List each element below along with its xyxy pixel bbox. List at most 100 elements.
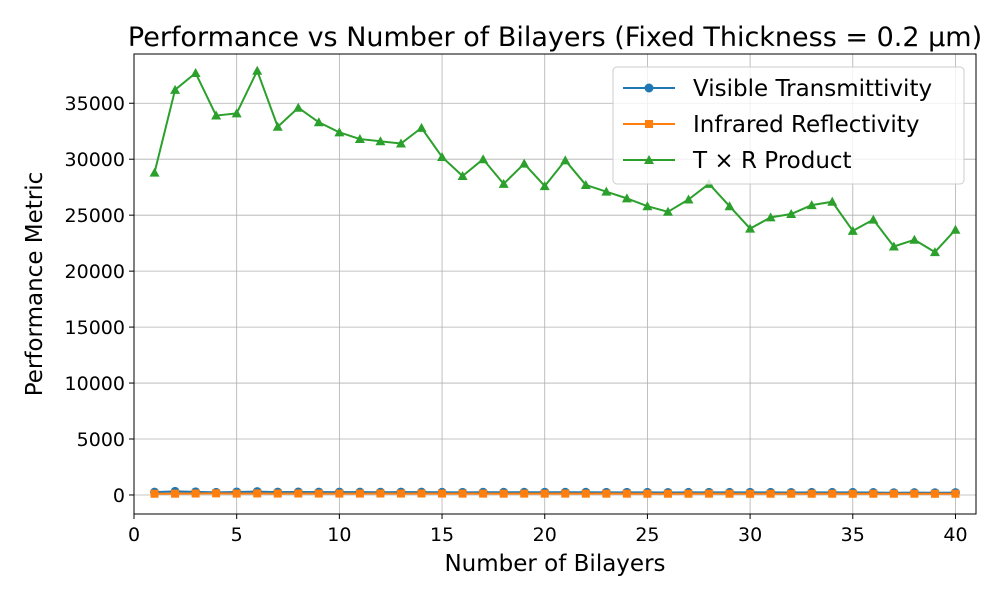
data-point <box>643 489 652 498</box>
data-point <box>642 201 653 211</box>
data-point <box>889 489 898 498</box>
x-tick-label: 0 <box>128 524 140 546</box>
data-point <box>560 155 571 165</box>
series-layer <box>149 65 961 498</box>
data-point <box>375 136 386 146</box>
legend-label: Infrared Reflectivity <box>693 112 919 138</box>
data-point <box>746 489 755 498</box>
data-point <box>458 489 467 498</box>
data-point <box>787 489 796 498</box>
data-point <box>745 223 756 233</box>
data-point <box>191 489 200 498</box>
data-point <box>765 212 776 222</box>
data-point <box>827 196 838 206</box>
legend: Visible Transmittivity Infrared Reflectiv… <box>612 66 965 185</box>
chart-title: Performance vs Number of Bilayers (Fixed… <box>128 22 982 53</box>
data-point <box>724 201 735 211</box>
data-point <box>622 489 631 498</box>
data-point <box>212 489 221 498</box>
x-tick-label: 10 <box>327 524 351 546</box>
data-point <box>888 241 899 251</box>
x-tick-label: 20 <box>533 524 557 546</box>
data-point <box>334 127 345 137</box>
data-point <box>150 489 159 498</box>
y-tick-label: 0 <box>113 485 125 507</box>
data-point <box>395 138 406 148</box>
data-point <box>376 489 385 498</box>
x-tick-label: 5 <box>231 524 243 546</box>
legend-marker <box>644 155 654 164</box>
x-axis-label: Number of Bilayers <box>444 551 665 577</box>
series-2 <box>150 489 960 498</box>
series-line <box>153 69 957 254</box>
data-point <box>253 489 262 498</box>
data-point <box>335 489 344 498</box>
data-point <box>252 65 263 75</box>
y-tick-label: 15000 <box>65 317 125 339</box>
data-point <box>396 489 405 498</box>
data-point <box>416 122 427 132</box>
data-point <box>705 489 714 498</box>
data-point <box>520 489 529 498</box>
data-point <box>847 225 858 235</box>
data-point <box>725 489 734 498</box>
data-point <box>211 110 222 120</box>
x-tick-label: 15 <box>430 524 454 546</box>
data-point <box>149 167 160 177</box>
data-point <box>561 489 570 498</box>
data-point <box>930 489 939 498</box>
data-point <box>909 234 920 244</box>
data-point <box>868 214 879 224</box>
legend-marker <box>645 120 653 128</box>
y-tick-label: 30000 <box>65 149 125 171</box>
data-point <box>354 134 365 144</box>
data-point <box>478 154 489 164</box>
data-point <box>786 209 797 219</box>
data-point <box>621 193 632 203</box>
x-tick-label: 40 <box>943 524 967 546</box>
data-point <box>869 489 878 498</box>
y-axis-label: Performance Metric <box>22 172 48 397</box>
data-point <box>602 489 611 498</box>
y-tick-label: 20000 <box>65 261 125 283</box>
data-point <box>950 224 961 234</box>
data-point <box>910 489 919 498</box>
data-point <box>313 117 324 127</box>
legend-marker <box>644 83 654 93</box>
x-tick-label: 35 <box>841 524 865 546</box>
data-point <box>663 489 672 498</box>
legend-item: T × R Product <box>623 148 852 174</box>
legend-label: Visible Transmittivity <box>693 76 932 102</box>
legend-item: Visible Transmittivity <box>623 76 932 102</box>
plot-frame <box>133 53 977 515</box>
data-point <box>683 194 694 204</box>
data-point <box>581 489 590 498</box>
y-tick-label: 5000 <box>77 429 125 451</box>
series-line <box>154 490 956 494</box>
data-point <box>232 489 241 498</box>
data-point <box>314 489 323 498</box>
data-point <box>601 186 612 196</box>
y-axis: 0 5000 10000 15000 20000 25000 30000 35000 <box>65 93 134 507</box>
data-point <box>293 102 304 112</box>
x-tick-label: 25 <box>635 524 659 546</box>
data-point <box>540 489 549 498</box>
data-point <box>355 489 364 498</box>
data-point <box>231 108 242 118</box>
data-point <box>190 68 201 78</box>
data-point <box>417 489 426 498</box>
data-point <box>272 121 283 131</box>
data-point <box>273 489 282 498</box>
data-point <box>828 489 837 498</box>
legend-label: T × R Product <box>692 148 852 174</box>
data-point <box>662 206 673 216</box>
data-point <box>539 181 550 191</box>
x-axis: 0 5 10 15 20 25 30 35 40 <box>128 514 968 546</box>
data-point <box>170 84 181 94</box>
data-point <box>806 200 817 210</box>
data-point <box>848 489 857 498</box>
data-point <box>929 247 940 257</box>
legend-item: Infrared Reflectivity <box>623 112 919 138</box>
data-point <box>498 178 509 188</box>
data-point <box>951 489 960 498</box>
